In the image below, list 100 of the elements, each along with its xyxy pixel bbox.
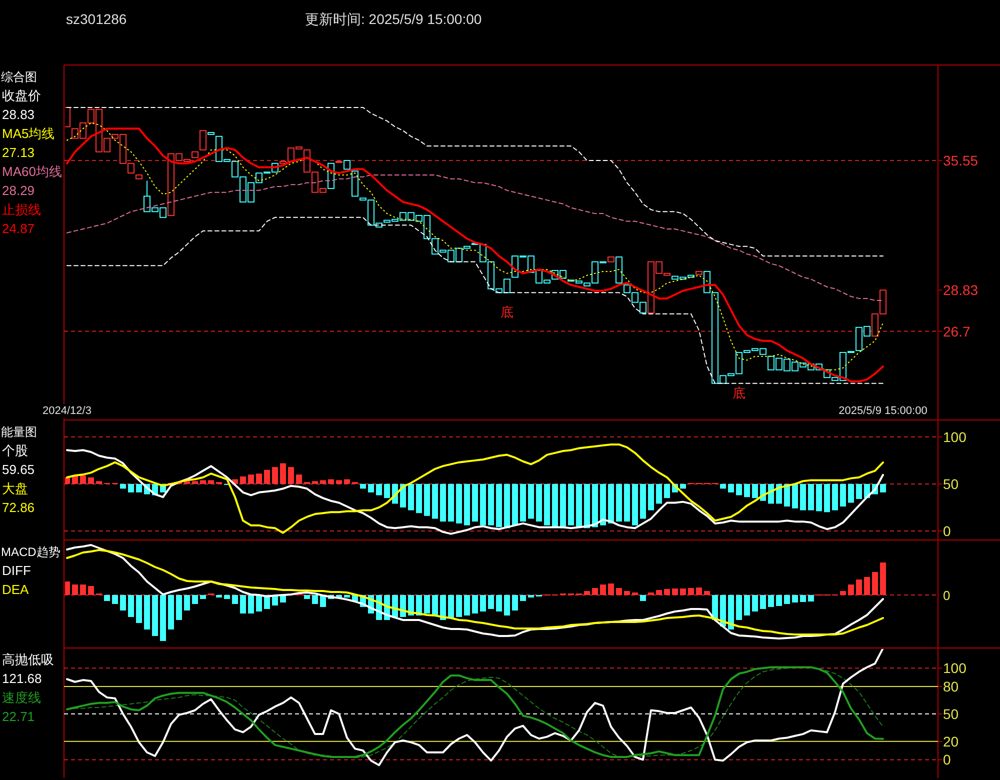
candlestick — [65, 106, 70, 128]
bar — [608, 584, 614, 595]
bar — [824, 484, 830, 512]
bar — [496, 484, 502, 528]
bar — [424, 484, 430, 516]
line-series — [66, 174, 884, 302]
line-series — [66, 106, 884, 257]
bar — [856, 484, 862, 499]
bar — [520, 484, 526, 522]
bar — [736, 595, 742, 620]
bar — [488, 484, 494, 526]
bar — [192, 595, 198, 604]
bar — [632, 484, 638, 526]
y-tick-label: 26.7 — [943, 323, 970, 340]
chart-subtitle: 更新时间: 2025/5/9 15:00:00 — [305, 11, 482, 27]
bar — [240, 595, 246, 614]
text: 24.87 — [2, 221, 35, 236]
bar — [600, 484, 606, 526]
bar — [616, 588, 622, 595]
bar — [136, 484, 142, 492]
bar — [248, 474, 254, 484]
bar — [448, 595, 454, 618]
bar — [456, 595, 462, 617]
bar — [344, 479, 350, 484]
series-label: 高抛低吸 — [2, 652, 54, 667]
bar — [560, 484, 566, 528]
bar — [192, 481, 198, 484]
bar — [80, 584, 86, 595]
bar — [248, 595, 254, 614]
bar — [200, 480, 206, 484]
y-axis-title: 综合图 — [1, 70, 37, 84]
bar — [88, 477, 94, 484]
bar — [808, 484, 814, 510]
bar — [488, 595, 494, 609]
bar — [752, 484, 758, 498]
bar — [152, 595, 158, 636]
bar — [456, 484, 462, 524]
y-tick-label: 20 — [943, 733, 959, 750]
bar — [760, 595, 766, 609]
bar — [848, 584, 854, 595]
bar — [104, 595, 110, 601]
bar — [408, 484, 414, 510]
bar — [408, 595, 414, 616]
bar — [848, 484, 854, 503]
bar — [768, 595, 774, 607]
bar — [800, 595, 806, 602]
bar — [264, 470, 270, 484]
bar — [256, 595, 262, 612]
bar — [336, 480, 342, 484]
text: DEA — [2, 582, 30, 597]
bar — [584, 591, 590, 595]
bar — [256, 474, 262, 484]
bar — [832, 484, 838, 510]
bar — [480, 484, 486, 526]
text: 速度线 — [2, 690, 41, 705]
text: MA60均线 — [2, 164, 62, 179]
bar — [184, 481, 190, 484]
bar — [432, 595, 438, 616]
bar — [840, 484, 846, 507]
bar — [120, 595, 126, 610]
bar — [800, 484, 806, 510]
bar — [648, 484, 654, 510]
bar — [656, 590, 662, 595]
y-tick-label: 50 — [943, 706, 959, 722]
y-tick-label: 100 — [943, 660, 967, 676]
bar — [728, 484, 734, 492]
text: DIFF — [2, 563, 31, 578]
x-tick-label: 2024/12/3 — [42, 405, 92, 417]
bar — [520, 595, 526, 601]
bar — [568, 484, 574, 526]
bar — [616, 484, 622, 522]
y-axis-title: MACD趋势 — [1, 545, 60, 559]
bar — [528, 484, 534, 519]
text: 底 — [500, 304, 514, 320]
bar — [744, 595, 750, 616]
bar — [808, 595, 814, 602]
bar — [472, 484, 478, 522]
bar — [416, 484, 422, 514]
bar — [304, 595, 310, 599]
bar — [624, 591, 630, 595]
bar — [584, 484, 590, 528]
bar — [664, 484, 670, 498]
bar — [880, 484, 886, 492]
bar — [672, 588, 678, 595]
bar — [680, 484, 686, 489]
x-tick-label: 2025/5/9 15:00:00 — [838, 405, 928, 417]
bar — [464, 484, 470, 526]
series-label: MA5均线 — [2, 126, 55, 141]
bar — [720, 484, 726, 489]
bar — [368, 484, 374, 492]
bar — [608, 484, 614, 524]
bar — [376, 484, 382, 496]
bar — [576, 484, 582, 528]
text: 底 — [732, 386, 746, 401]
bar — [312, 481, 318, 484]
bar — [120, 484, 126, 489]
series-label: 收盘价 — [2, 88, 41, 103]
bar — [736, 484, 742, 496]
bar — [784, 484, 790, 507]
bar — [432, 484, 438, 519]
